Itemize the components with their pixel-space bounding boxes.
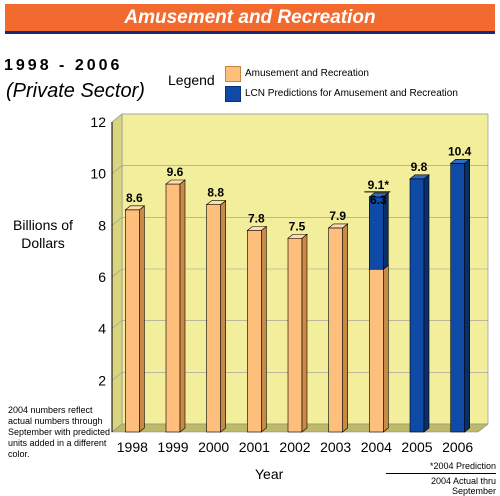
bar-predicted-side	[464, 158, 470, 433]
footnote-divider	[386, 473, 496, 474]
x-tick-label: 2005	[401, 439, 432, 455]
bar-actual-top	[205, 200, 227, 205]
y-axis-label: Billions of Dollars	[13, 217, 73, 251]
bar-actual-top	[287, 233, 308, 239]
y-tick-label: 6	[98, 269, 106, 285]
banner-title: Amusement and Recreation	[124, 7, 376, 28]
y-tick-label: 8	[98, 217, 106, 233]
bar-actual-side	[383, 264, 389, 433]
legend-swatch-actual	[225, 66, 241, 82]
gridline-depth	[111, 217, 123, 226]
year-range: 1998 - 2006	[4, 57, 123, 74]
legend-label-actual: Amusement and Recreation	[245, 68, 369, 79]
bar-actual-side	[301, 233, 308, 433]
gridline-depth	[111, 268, 123, 278]
bar-actual	[247, 230, 262, 433]
title-banner: Amusement and Recreation	[5, 4, 495, 34]
x-tick-label: 1999	[157, 439, 188, 455]
bar-actual-side	[179, 179, 186, 433]
data-label: 7.8	[248, 212, 265, 226]
data-label: 7.5	[289, 219, 306, 233]
x-tick-label: 2006	[442, 439, 473, 455]
bar-actual	[287, 237, 303, 433]
bar-predicted-top	[409, 174, 430, 180]
y-tick-label: 4	[98, 321, 106, 337]
note-2004: 2004 numbers reflect actual numbers thro…	[8, 405, 111, 459]
x-tick-label: 2001	[239, 439, 270, 455]
x-axis-label: Year	[255, 466, 284, 482]
x-tick-label: 2002	[279, 439, 310, 455]
bar-actual-top	[327, 223, 349, 229]
bar-actual	[369, 268, 384, 433]
bar-predicted	[450, 163, 465, 433]
bar-predicted	[369, 196, 384, 270]
data-label: 9.8	[411, 160, 428, 174]
data-label-secondary: 6.3	[370, 193, 387, 207]
data-label: 8.6	[126, 191, 143, 205]
footnote-prediction: *2004 Prediction	[429, 461, 496, 471]
gridline-depth	[111, 320, 123, 329]
bar-predicted-top	[449, 159, 471, 164]
gridline-depth	[111, 113, 123, 123]
legend-swatch-predicted	[225, 86, 241, 102]
legend-label-predicted: LCN Predictions for Amusement and Recrea…	[245, 88, 458, 99]
x-tick-label: 2004	[361, 439, 392, 455]
bar-actual	[165, 183, 181, 433]
bar-predicted	[409, 178, 425, 433]
bar-actual-top	[246, 226, 268, 231]
x-tick-label: 2003	[320, 439, 351, 455]
bar-actual	[328, 227, 343, 433]
data-label: 7.9	[329, 209, 346, 223]
sector-label: (Private Sector)	[6, 80, 145, 102]
y-tick-label: 10	[90, 166, 106, 182]
gridline-depth	[111, 372, 123, 381]
bar-actual-top	[165, 179, 186, 185]
bar-actual-side	[342, 223, 348, 433]
data-label: 8.8	[207, 186, 224, 200]
bar-actual	[125, 209, 140, 433]
y-tick-label: 2	[98, 372, 106, 388]
bar-actual-side	[220, 200, 226, 433]
bar-actual-side	[139, 205, 145, 433]
x-tick-label: 2000	[198, 439, 229, 455]
data-label: 10.4	[448, 144, 472, 158]
gridline-depth	[111, 165, 123, 174]
bar-actual	[206, 204, 221, 433]
bar-actual-top	[124, 205, 146, 211]
data-label: 9.1*	[368, 178, 390, 192]
y-tick-label: 12	[90, 114, 106, 130]
x-tick-label: 1998	[117, 439, 148, 455]
bar-predicted-side	[423, 174, 430, 433]
bar-actual-side	[261, 225, 267, 433]
bar-predicted-top	[368, 192, 390, 198]
data-label: 9.6	[167, 165, 184, 179]
legend-title: Legend	[168, 72, 215, 88]
